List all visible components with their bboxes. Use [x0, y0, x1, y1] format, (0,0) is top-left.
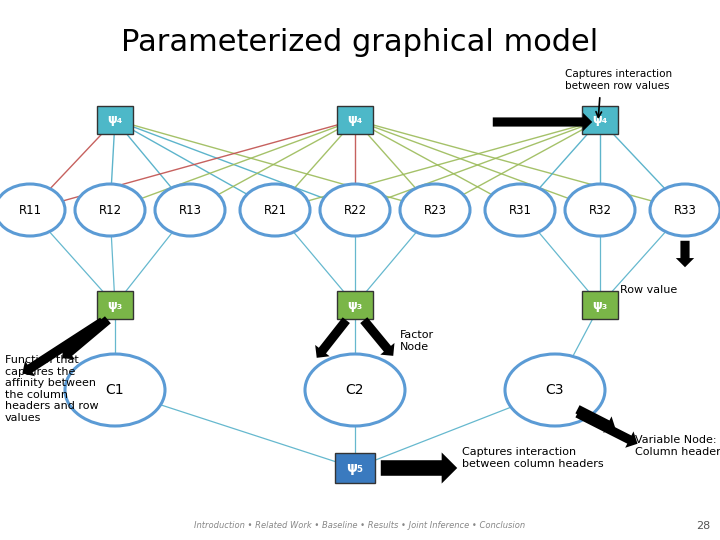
Text: ψ₄: ψ₄ — [107, 113, 122, 126]
FancyBboxPatch shape — [337, 106, 373, 134]
Ellipse shape — [485, 184, 555, 236]
Ellipse shape — [240, 184, 310, 236]
Ellipse shape — [400, 184, 470, 236]
Ellipse shape — [0, 184, 65, 236]
Text: 28: 28 — [696, 521, 710, 531]
FancyBboxPatch shape — [582, 106, 618, 134]
Ellipse shape — [650, 184, 720, 236]
Ellipse shape — [565, 184, 635, 236]
Text: R23: R23 — [423, 204, 446, 217]
FancyBboxPatch shape — [582, 291, 618, 319]
Ellipse shape — [75, 184, 145, 236]
FancyBboxPatch shape — [97, 106, 133, 134]
Text: R22: R22 — [343, 204, 366, 217]
Text: R32: R32 — [588, 204, 611, 217]
Text: ψ₄: ψ₄ — [593, 113, 608, 126]
Text: R31: R31 — [508, 204, 531, 217]
Text: C2: C2 — [346, 383, 364, 397]
Text: Variable Node:
Column header: Variable Node: Column header — [635, 435, 720, 457]
Text: Factor
Node: Factor Node — [400, 330, 434, 352]
Text: ψ₃: ψ₃ — [347, 299, 363, 312]
Text: Captures interaction
between column headers: Captures interaction between column head… — [462, 447, 603, 469]
Text: R11: R11 — [19, 204, 42, 217]
Text: R12: R12 — [99, 204, 122, 217]
Text: ψ₄: ψ₄ — [347, 113, 363, 126]
Ellipse shape — [505, 354, 605, 426]
Text: ψ₃: ψ₃ — [593, 299, 608, 312]
Text: ψ₅: ψ₅ — [346, 461, 364, 475]
Ellipse shape — [155, 184, 225, 236]
Ellipse shape — [305, 354, 405, 426]
Text: Captures interaction
between row values: Captures interaction between row values — [565, 69, 672, 91]
FancyBboxPatch shape — [335, 453, 375, 483]
FancyBboxPatch shape — [337, 291, 373, 319]
Text: R33: R33 — [674, 204, 696, 217]
Text: ψ₃: ψ₃ — [107, 299, 122, 312]
Text: Parameterized graphical model: Parameterized graphical model — [122, 28, 598, 57]
Text: C3: C3 — [546, 383, 564, 397]
FancyBboxPatch shape — [97, 291, 133, 319]
Text: C1: C1 — [106, 383, 125, 397]
Text: Function that
captures the
affinity between
the column
headers and row
values: Function that captures the affinity betw… — [5, 355, 99, 423]
Ellipse shape — [65, 354, 165, 426]
Text: R21: R21 — [264, 204, 287, 217]
Text: Row value: Row value — [620, 285, 678, 295]
Text: R13: R13 — [179, 204, 202, 217]
Text: Introduction • Related Work • Baseline • Results • Joint Inference • Conclusion: Introduction • Related Work • Baseline •… — [194, 522, 526, 530]
Ellipse shape — [320, 184, 390, 236]
